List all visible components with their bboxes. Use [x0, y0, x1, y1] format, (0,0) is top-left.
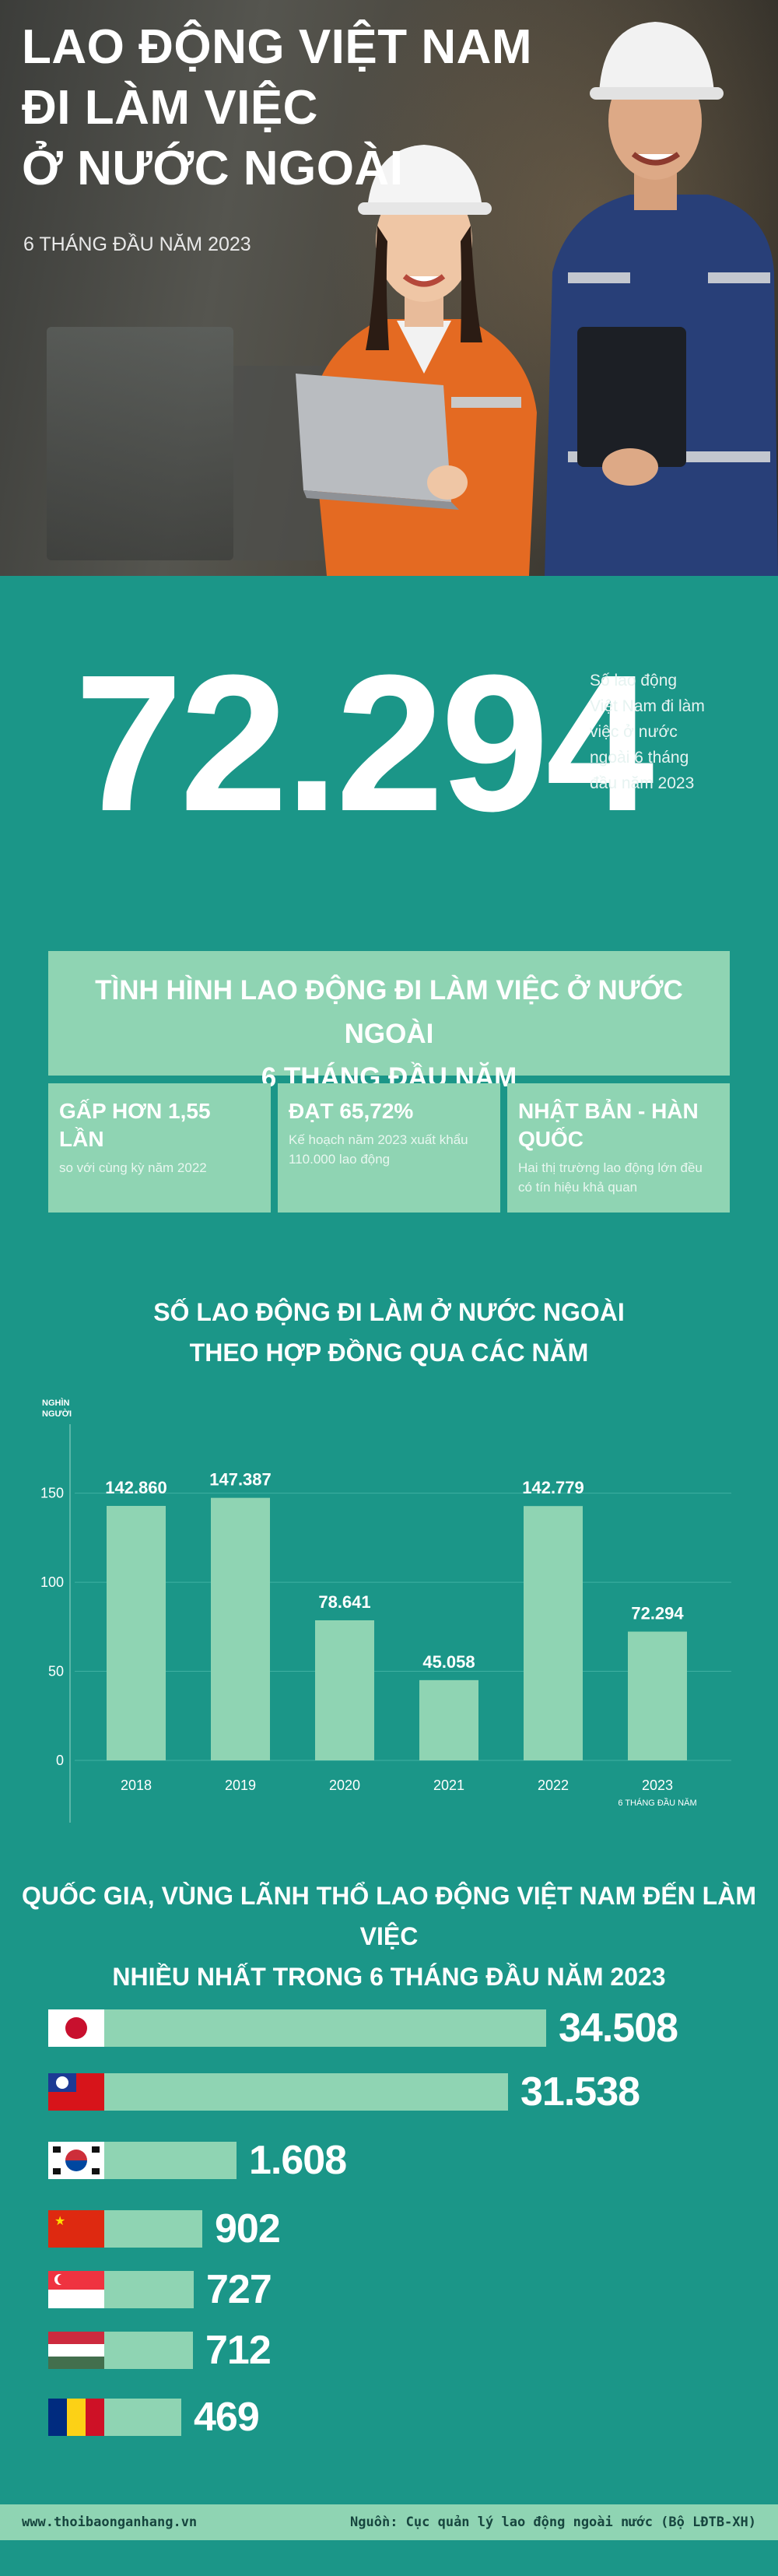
china-flag-icon: ★ [48, 2210, 104, 2248]
country-bar [104, 2009, 546, 2047]
summary-title: TÌNH HÌNH LAO ĐỘNG ĐI LÀM VIỆC Ở NƯỚC NG… [48, 969, 730, 1100]
stat-title: NHẬT BẢN - HÀN QUỐC [518, 1099, 699, 1151]
male-worker-illustration [545, 22, 778, 576]
y-axis-label-line-2: NGƯỜI [42, 1409, 72, 1419]
singapore-flag-icon [48, 2271, 104, 2308]
x-tick-label: 2020 [329, 1778, 360, 1793]
headline-description: Số lao động Việt Nam đi làm việc ở nước … [590, 672, 705, 792]
country-bar [104, 2332, 193, 2369]
country-value: 34.508 [559, 2006, 678, 2051]
y-tick-label: 100 [40, 1574, 64, 1590]
bar-2019 [211, 1497, 270, 1760]
country-row-taiwan: 31.538 [48, 2069, 640, 2114]
country-bar [104, 2271, 194, 2308]
hungary-flag-icon [48, 2332, 104, 2369]
footer: www.thoibaonganhang.vn Nguồn: Cục quản l… [0, 2504, 778, 2540]
y-tick-label: 0 [56, 1753, 64, 1768]
footer-source: Nguồn: Cục quản lý lao động ngoài nước (… [350, 2515, 756, 2530]
x-tick-label: 2021 [433, 1778, 464, 1793]
country-row-japan: 34.508 [48, 2006, 678, 2051]
x-tick-label: 2022 [538, 1778, 569, 1793]
country-bar [104, 2210, 202, 2248]
stat-description: Kế hoạch năm 2023 xuất khẩu 110.000 lao … [289, 1132, 468, 1167]
chart-title-line-1: SỐ LAO ĐỘNG ĐI LÀM Ở NƯỚC NGOÀI [153, 1298, 625, 1326]
bar-2018 [107, 1506, 166, 1760]
hero-title-line-3: Ở NƯỚC NGOÀI [22, 142, 404, 195]
country-row-romania: 469 [48, 2395, 260, 2440]
footer-site[interactable]: www.thoibaonganhang.vn [22, 2515, 198, 2530]
country-bar [104, 2142, 237, 2179]
headline-number: 72.294 [75, 634, 654, 851]
hero-title-line-1: LAO ĐỘNG VIỆT NAM [22, 20, 533, 74]
romania-flag-icon [48, 2399, 104, 2436]
x-tick-label: 2019 [225, 1778, 256, 1793]
bar-value-label: 147.387 [209, 1470, 272, 1490]
korea-flag-icon [48, 2142, 104, 2179]
x-tick-label: 2023 [642, 1778, 673, 1793]
hero-subtitle: 6 THÁNG ĐẦU NĂM 2023 [23, 233, 251, 255]
country-row-hungary: 712 [48, 2328, 272, 2373]
summary-title-line-1: TÌNH HÌNH LAO ĐỘNG ĐI LÀM VIỆC Ở NƯỚC NG… [95, 975, 683, 1049]
stat-description: so với cùng kỳ năm 2022 [59, 1160, 207, 1175]
stat-title: ĐẠT 65,72% [289, 1099, 414, 1123]
stat-card-plan: ĐẠT 65,72% Kế hoạch năm 2023 xuất khẩu 1… [278, 1083, 500, 1213]
bar-2023 [628, 1631, 687, 1760]
hero-banner: LAO ĐỘNG VIỆT NAM ĐI LÀM VIỆC Ở NƯỚC NGO… [0, 0, 778, 576]
hero-title: LAO ĐỘNG VIỆT NAM ĐI LÀM VIỆC Ở NƯỚC NGO… [22, 17, 566, 199]
country-title-line-2: NHIỀU NHẤT TRONG 6 THÁNG ĐẦU NĂM 2023 [112, 1963, 666, 1991]
bar-2022 [524, 1506, 583, 1760]
taiwan-flag-icon [48, 2073, 104, 2111]
country-title-line-1: QUỐC GIA, VÙNG LÃNH THỔ LAO ĐỘNG VIỆT NA… [22, 1882, 756, 1950]
country-bar [104, 2399, 181, 2436]
country-row-korea: 1.608 [48, 2138, 347, 2183]
background-machine [47, 327, 233, 560]
stat-card-growth: GẤP HƠN 1,55 LẦN so với cùng kỳ năm 2022 [48, 1083, 271, 1213]
country-value: 712 [205, 2328, 272, 2373]
japan-flag-icon [48, 2009, 104, 2047]
bar-value-label: 142.779 [522, 1478, 584, 1497]
bar-2021 [419, 1679, 478, 1760]
country-row-singapore: 727 [48, 2267, 272, 2312]
country-value: 727 [206, 2267, 272, 2312]
country-row-china: ★ 902 [48, 2206, 281, 2251]
country-value: 1.608 [249, 2138, 347, 2183]
bar-value-label: 78.641 [318, 1592, 370, 1612]
country-value: 469 [194, 2395, 260, 2440]
stat-card-markets: NHẬT BẢN - HÀN QUỐC Hai thị trường lao đ… [507, 1083, 730, 1213]
x-tick-label: 2018 [121, 1778, 152, 1793]
country-bar [104, 2073, 508, 2111]
country-section-title: QUỐC GIA, VÙNG LÃNH THỔ LAO ĐỘNG VIỆT NA… [0, 1876, 778, 1997]
hero-title-line-2: ĐI LÀM VIỆC [22, 81, 318, 135]
female-worker-illustration [296, 145, 537, 576]
summary-title-box [48, 951, 730, 1076]
y-tick-label: 50 [48, 1664, 64, 1679]
y-tick-label: 150 [40, 1486, 64, 1501]
bar-value-label: 72.294 [631, 1604, 684, 1623]
stat-title: GẤP HƠN 1,55 LẦN [59, 1099, 211, 1151]
stat-description: Hai thị trường lao động lớn đều có tín h… [518, 1160, 703, 1195]
chart-title: SỐ LAO ĐỘNG ĐI LÀM Ở NƯỚC NGOÀI THEO HỢP… [0, 1292, 778, 1373]
bar-value-label: 142.860 [105, 1478, 167, 1497]
country-value: 31.538 [520, 2069, 640, 2114]
x-tick-note: 6 THÁNG ĐẦU NĂM [618, 1798, 696, 1808]
bar-2020 [315, 1620, 374, 1760]
chart-title-line-2: THEO HỢP ĐỒNG QUA CÁC NĂM [189, 1339, 589, 1367]
y-axis-label-line-1: NGHÌN [42, 1398, 70, 1408]
bar-value-label: 45.058 [422, 1652, 475, 1672]
country-value: 902 [215, 2206, 281, 2251]
